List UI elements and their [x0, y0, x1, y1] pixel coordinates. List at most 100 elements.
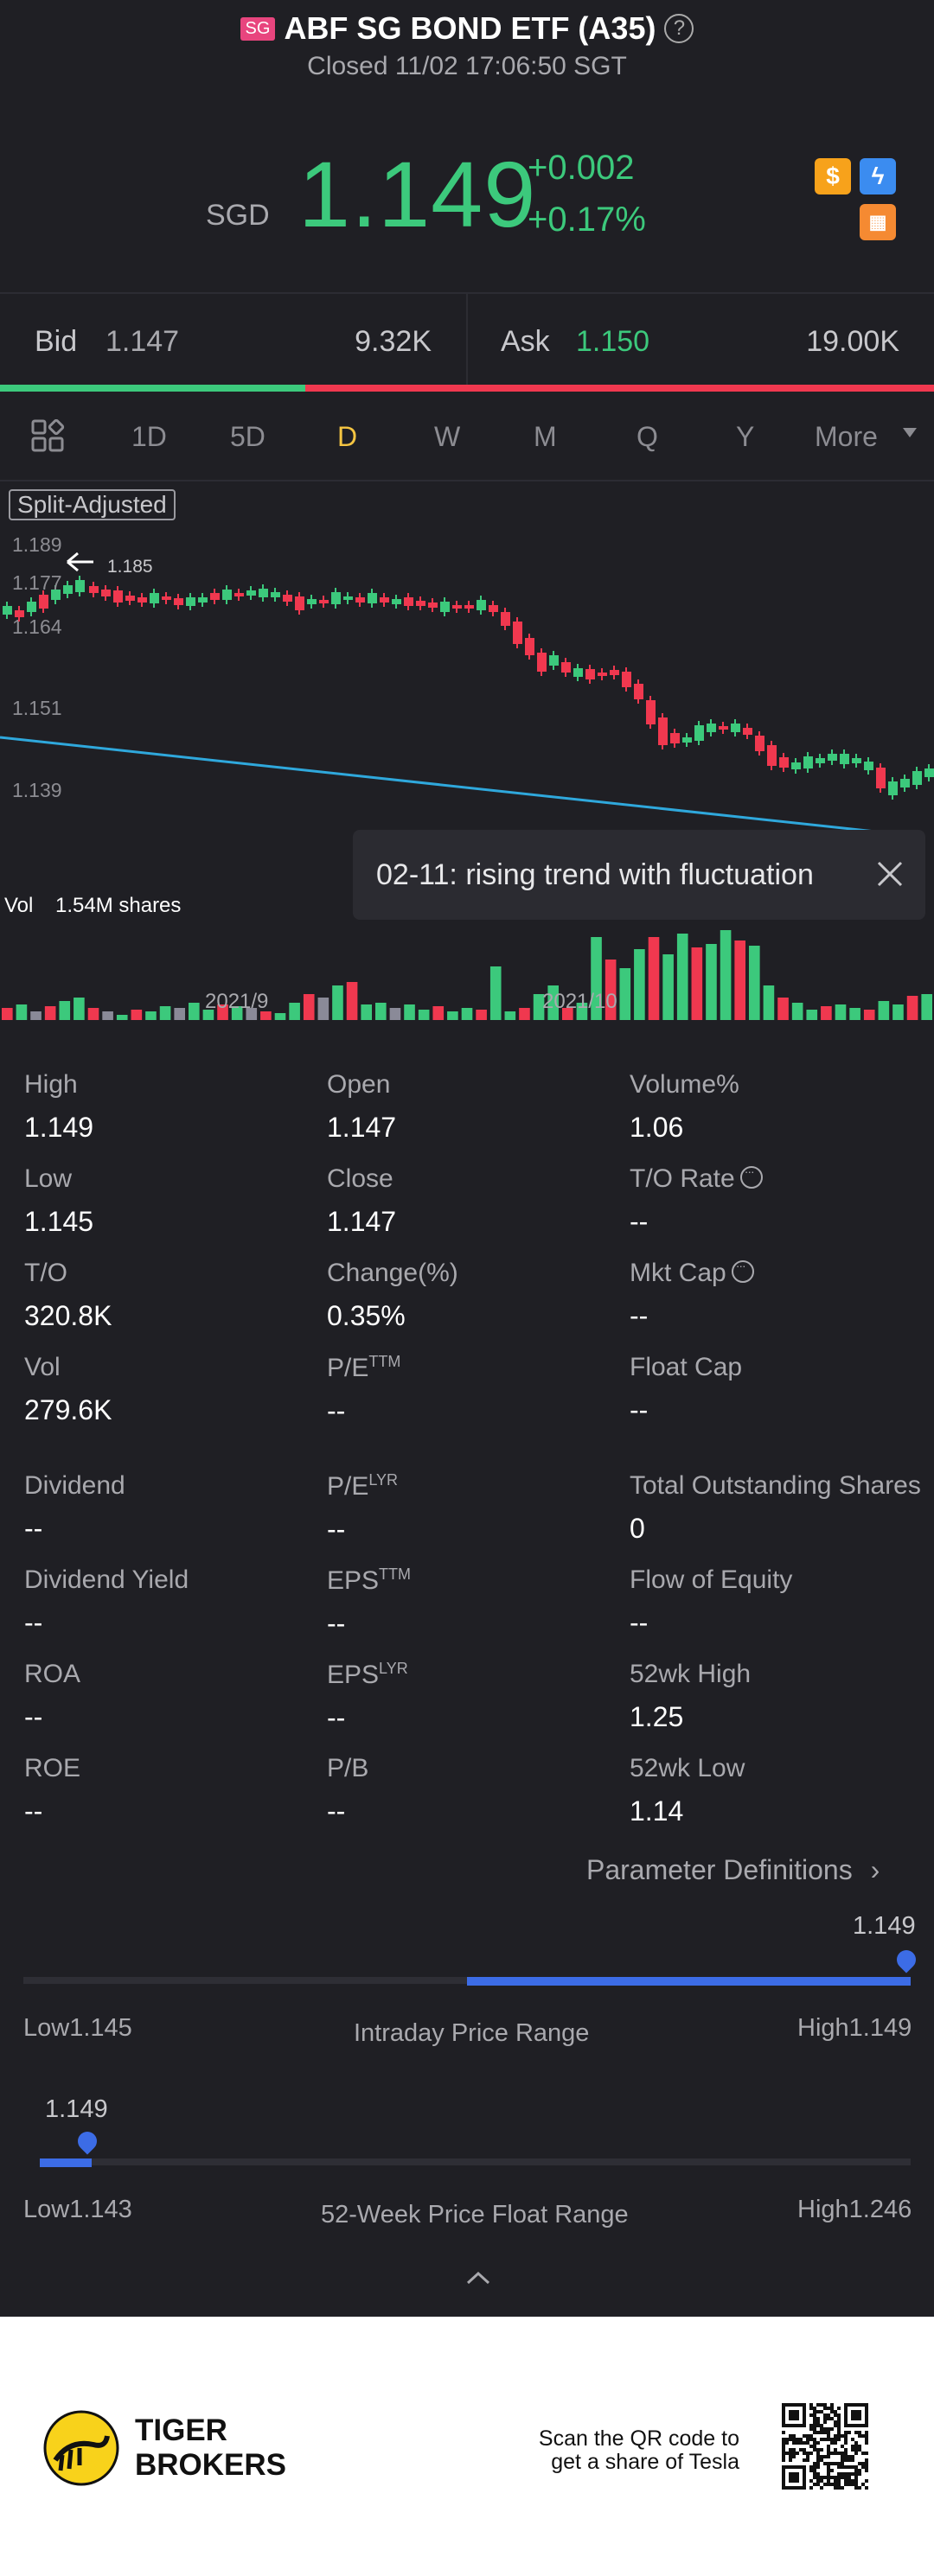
- qr-module: [837, 2413, 841, 2417]
- last-price: 1.149: [298, 142, 537, 246]
- qr-module: [830, 2462, 834, 2465]
- qr-module: [827, 2452, 830, 2455]
- qr-module: [841, 2476, 844, 2479]
- qr-module: [841, 2455, 844, 2458]
- tab-more[interactable]: More: [815, 420, 878, 452]
- stat-label-text: Vol: [24, 1353, 61, 1381]
- qr-module: [830, 2403, 834, 2407]
- intraday-marker-label: 1.149: [853, 1912, 916, 1940]
- qr-module: [827, 2413, 830, 2417]
- stat-label: Open: [327, 1070, 396, 1100]
- qr-module: [809, 2445, 813, 2448]
- qr-module: [789, 2438, 792, 2441]
- qr-module: [834, 2413, 837, 2417]
- volume-bar: [591, 937, 602, 1020]
- tab-1d[interactable]: 1D: [131, 420, 167, 452]
- stat-label-text: EPS: [327, 1661, 380, 1689]
- parameter-definitions-link[interactable]: Parameter Definitions ›: [586, 1854, 880, 1886]
- stat-label: Float Cap: [630, 1353, 742, 1382]
- qr-module: [834, 2424, 837, 2427]
- qr-module: [782, 2452, 785, 2455]
- qr-module: [816, 2420, 820, 2424]
- qr-module: [813, 2441, 816, 2445]
- qr-module: [816, 2424, 820, 2427]
- stat-label-text: High: [24, 1070, 78, 1099]
- tab-d[interactable]: D: [337, 420, 358, 452]
- qr-module: [823, 2455, 827, 2458]
- qr-module: [844, 2472, 848, 2476]
- volume-bar: [562, 1008, 573, 1020]
- qr-module: [813, 2407, 816, 2410]
- qr-module: [809, 2469, 813, 2472]
- y-label-5: 1.139: [12, 779, 62, 801]
- intraday-title: Intraday Price Range: [354, 2019, 590, 2047]
- info-icon[interactable]: [731, 1259, 754, 1284]
- chart-icon[interactable]: ▦: [860, 204, 896, 240]
- help-icon[interactable]: ?: [664, 14, 694, 43]
- qr-module: [816, 2458, 820, 2462]
- stat-label-text: Float Cap: [630, 1353, 743, 1381]
- qr-module: [848, 2431, 851, 2434]
- stat-label-text: P/E: [327, 1472, 369, 1501]
- qr-finder: [789, 2472, 799, 2483]
- stat-value: --: [630, 1206, 649, 1237]
- qr-module: [823, 2413, 827, 2417]
- qr-module: [782, 2445, 785, 2448]
- tab-y[interactable]: Y: [736, 420, 755, 452]
- qr-module: [792, 2441, 796, 2445]
- stat-label: EPSLYR: [327, 1660, 408, 1690]
- qr-module: [809, 2424, 813, 2427]
- qr-module: [820, 2458, 823, 2462]
- tab-w[interactable]: W: [434, 420, 461, 452]
- volume-bar: [749, 946, 760, 1020]
- qr-module: [803, 2458, 806, 2462]
- candlestick-chart[interactable]: 1.189 1.164 1.151 1.139 1.177 1.185 Vol …: [0, 484, 934, 1029]
- ask-size: 19.00K: [806, 324, 899, 358]
- ask-ratio-fill: [305, 385, 934, 392]
- layout-grid-icon[interactable]: [31, 418, 66, 458]
- qr-module: [813, 2420, 816, 2424]
- volume-bar: [202, 1010, 214, 1020]
- qr-module: [837, 2431, 841, 2434]
- chevron-down-icon[interactable]: [903, 428, 917, 437]
- qr-module: [813, 2465, 816, 2469]
- quote-panel: SGD 1.149 +0.002 +0.17% $ ϟ ▦: [0, 86, 934, 290]
- qr-module: [823, 2462, 827, 2465]
- stat-label-text: Change(%): [327, 1259, 458, 1287]
- tab-q[interactable]: Q: [637, 420, 658, 452]
- qr-module: [827, 2455, 830, 2458]
- qr-caption-line2: get a share of Tesla: [551, 2450, 739, 2474]
- qr-module: [789, 2434, 792, 2438]
- qr-code-icon[interactable]: [782, 2403, 868, 2490]
- qr-module: [782, 2455, 785, 2458]
- qr-module: [858, 2445, 861, 2448]
- ask-label: Ask: [501, 324, 550, 358]
- volume-bar: [619, 968, 631, 1020]
- volume-bar: [648, 937, 660, 1020]
- qr-module: [854, 2445, 858, 2448]
- qr-module: [830, 2407, 834, 2410]
- tab-m[interactable]: M: [534, 420, 557, 452]
- volume-bar: [691, 947, 703, 1020]
- qr-module: [834, 2476, 837, 2479]
- close-icon[interactable]: [875, 859, 905, 889]
- qr-module: [865, 2438, 868, 2441]
- tab-5d[interactable]: 5D: [230, 420, 265, 452]
- info-icon[interactable]: [739, 1164, 763, 1189]
- qr-module: [813, 2431, 816, 2434]
- qr-module: [816, 2431, 820, 2434]
- qr-module: [858, 2486, 861, 2490]
- stat-value: 1.147: [327, 1112, 397, 1143]
- qr-module: [816, 2410, 820, 2413]
- split-adjusted-badge[interactable]: Split-Adjusted: [9, 489, 176, 520]
- qr-module: [837, 2420, 841, 2424]
- week52-high: High1.246: [797, 2196, 912, 2223]
- dollar-icon[interactable]: $: [815, 158, 851, 194]
- qr-module: [813, 2438, 816, 2441]
- flash-icon[interactable]: ϟ: [860, 158, 896, 194]
- qr-module: [854, 2448, 858, 2452]
- week52-fill: [40, 2158, 93, 2167]
- qr-module: [851, 2465, 854, 2469]
- chevron-up-icon[interactable]: [465, 2270, 491, 2290]
- qr-module: [861, 2465, 865, 2469]
